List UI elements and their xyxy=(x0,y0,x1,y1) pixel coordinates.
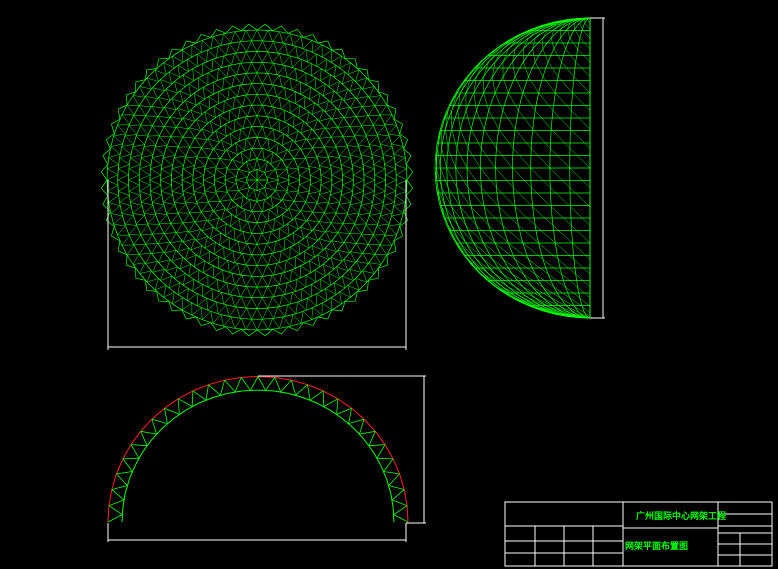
title-block xyxy=(504,501,773,567)
arch-section-view xyxy=(107,376,409,523)
dimension-lines xyxy=(107,17,605,542)
dome-side-view xyxy=(434,17,591,319)
drawing-title: 网架平面布置图 xyxy=(625,542,689,552)
project-title: 广州国际中心网架工程 xyxy=(636,512,727,522)
dome-plan-view xyxy=(100,23,414,337)
